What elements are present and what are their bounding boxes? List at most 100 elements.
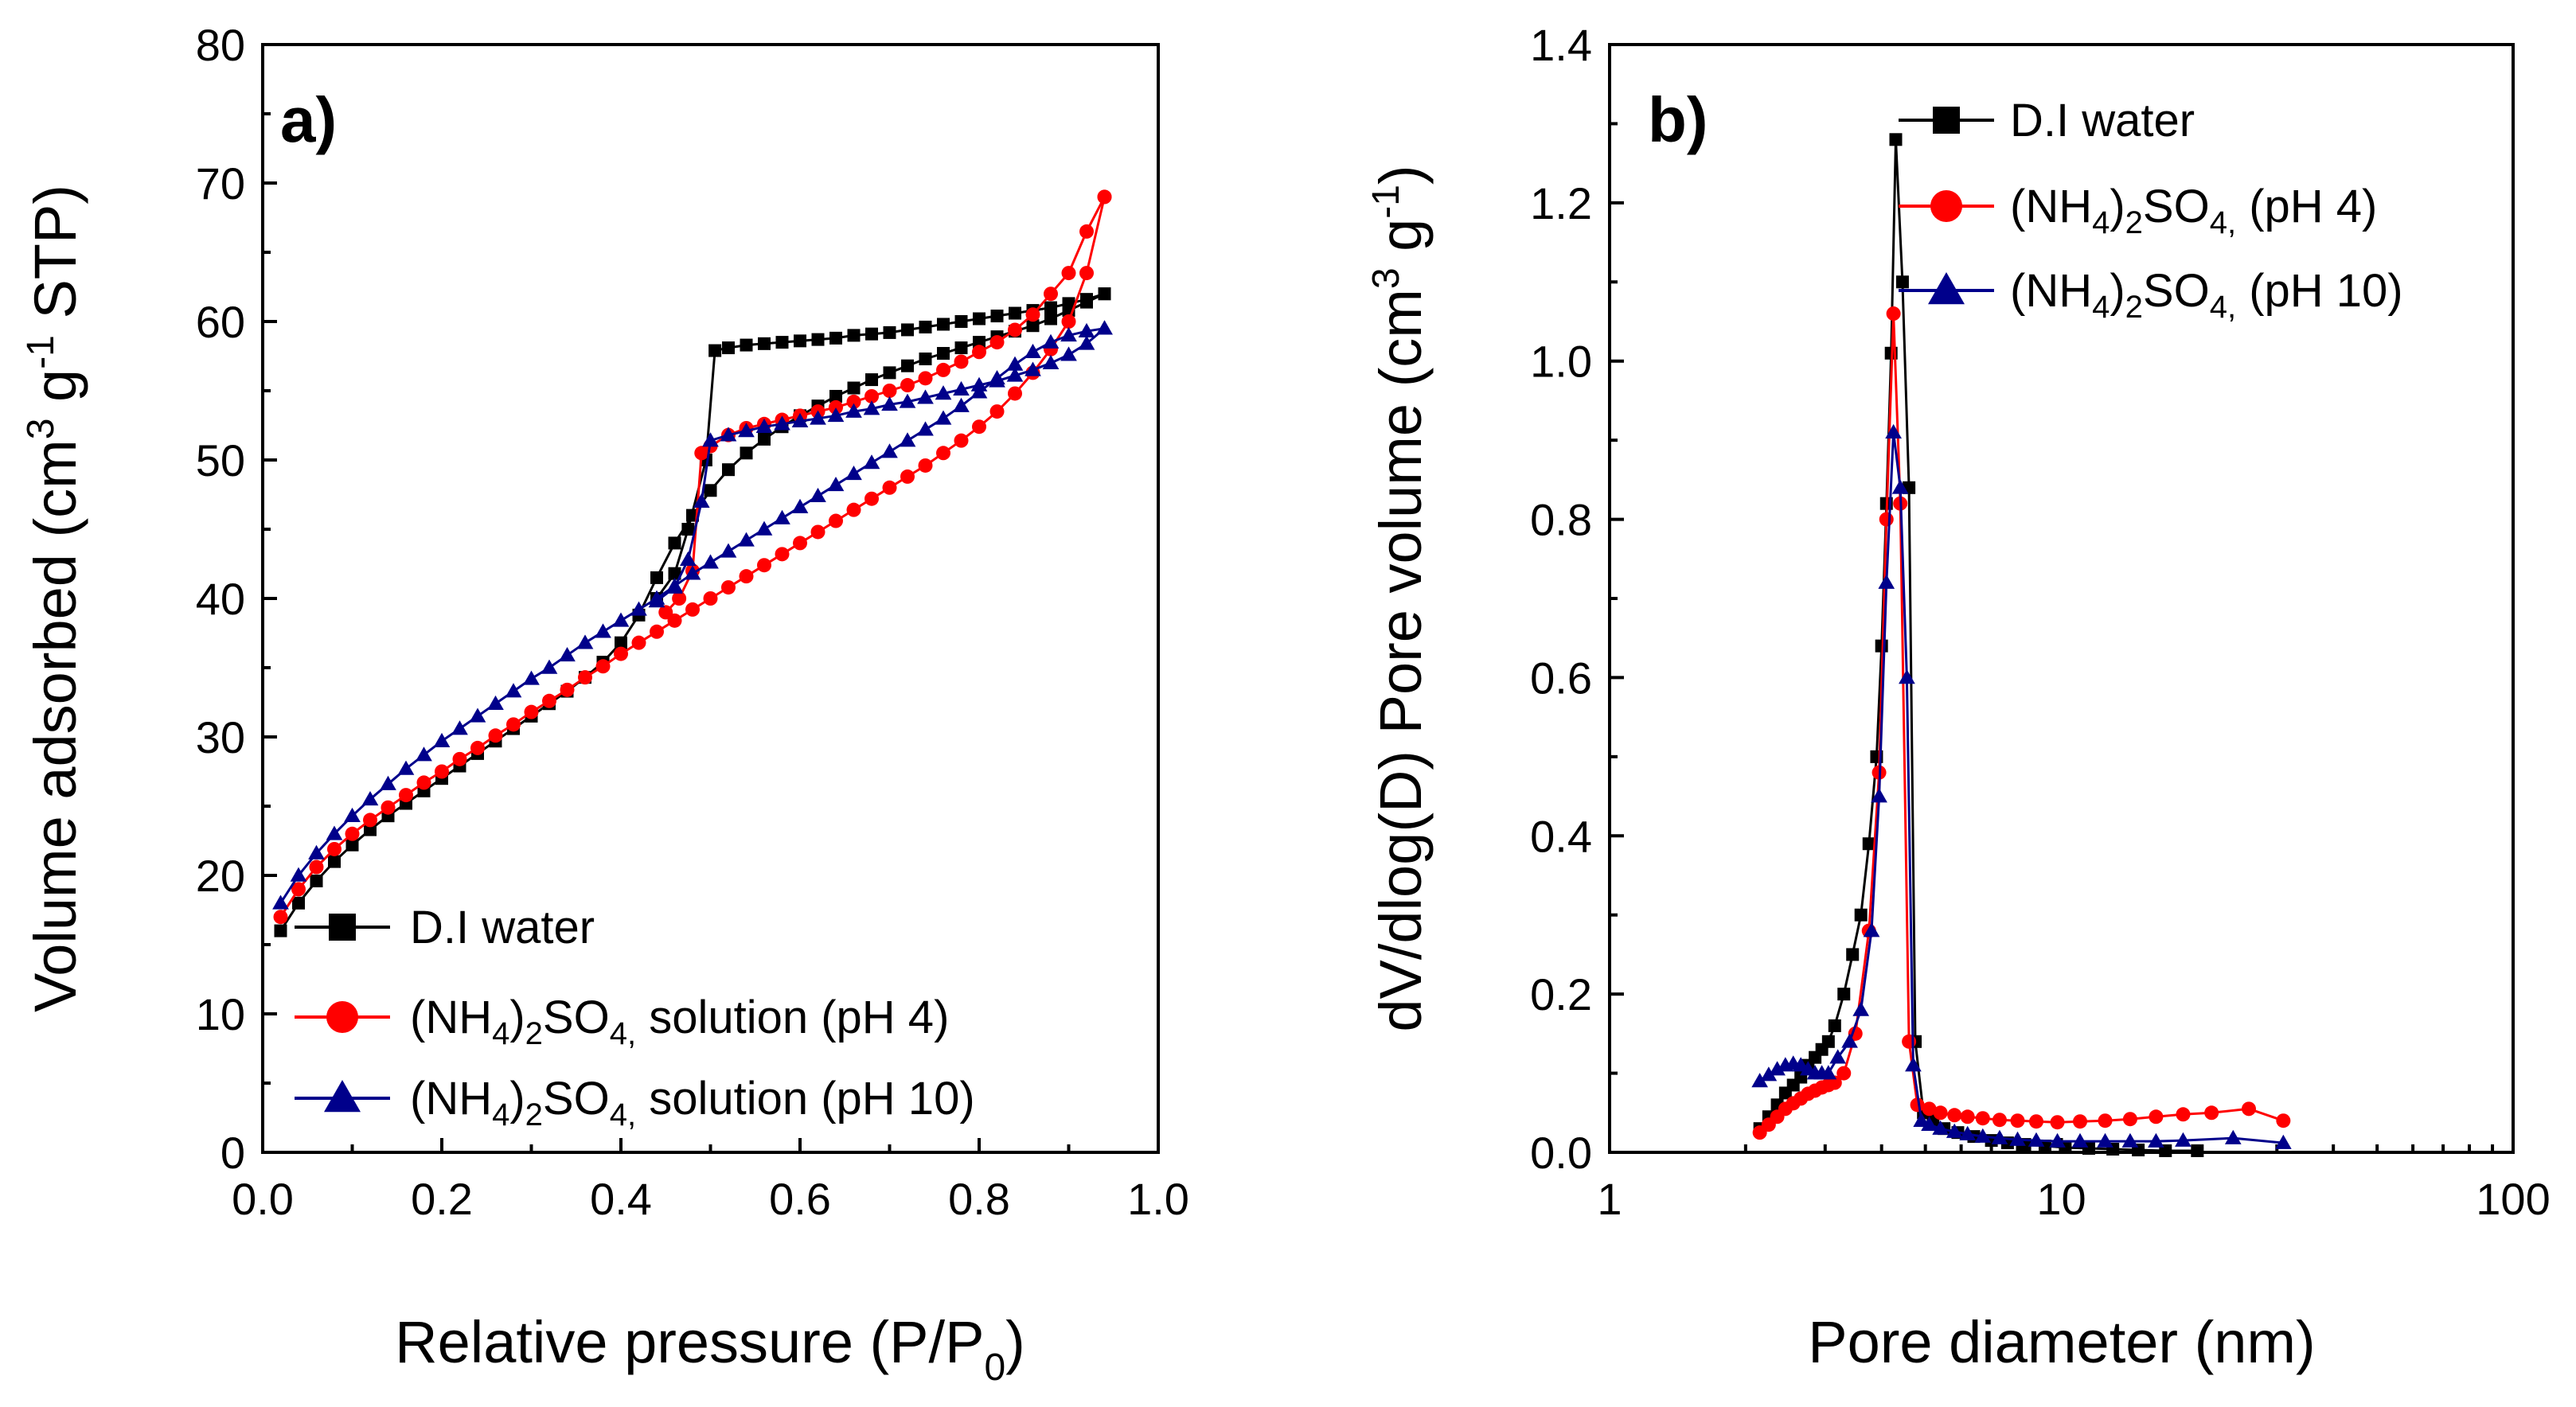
data-point [272, 894, 289, 910]
data-point [1062, 297, 1075, 310]
data-point [972, 345, 986, 360]
data-point [2176, 1107, 2191, 1122]
data-point [811, 333, 825, 346]
y-tick-label-a: 60 [196, 297, 245, 347]
data-point [380, 775, 396, 790]
data-point [882, 384, 897, 398]
data-point [327, 841, 342, 856]
data-point [680, 551, 697, 567]
data-point [381, 800, 396, 815]
y-tick-label-b: 1.0 [1530, 337, 1592, 387]
data-point [2148, 1132, 2164, 1148]
data-point [829, 399, 843, 415]
panel-label-b: b) [1648, 84, 1708, 155]
y-tick-label-b: 0.4 [1530, 811, 1592, 861]
data-point [1852, 1001, 1870, 1016]
data-point [865, 327, 878, 341]
data-point [469, 707, 486, 723]
data-point [470, 740, 485, 755]
data-point [919, 352, 932, 365]
data-point [2191, 1144, 2204, 1158]
data-point [1080, 293, 1093, 306]
x-tick-label-b: 1 [1597, 1174, 1622, 1224]
data-point [847, 329, 861, 342]
data-point [918, 458, 933, 473]
data-point [1060, 346, 1077, 361]
data-point [990, 310, 1004, 323]
data-point [1009, 306, 1021, 320]
y-tick-label-a: 20 [196, 851, 245, 901]
data-point [917, 421, 934, 436]
data-point [1846, 948, 1860, 961]
data-point [310, 874, 323, 887]
data-point [1863, 922, 1880, 937]
data-point [2028, 1114, 2043, 1129]
data-point [487, 695, 504, 711]
data-point [757, 558, 771, 573]
data-point [578, 670, 592, 685]
data-point [2098, 1113, 2113, 1128]
data-point [919, 320, 932, 333]
data-point [2028, 1132, 2045, 1147]
data-point [935, 385, 952, 400]
data-point [2071, 1132, 2089, 1148]
data-point [1854, 908, 1868, 922]
data-point [721, 580, 736, 595]
data-point [953, 397, 970, 412]
data-point [274, 924, 287, 937]
data-point [1889, 133, 1903, 146]
data-point [1097, 189, 1112, 205]
data-point [774, 509, 790, 524]
data-point [1905, 1057, 1922, 1072]
data-point [1975, 1111, 1990, 1126]
data-point [791, 412, 809, 428]
data-point [576, 634, 594, 649]
data-point [433, 732, 451, 747]
data-point [1820, 1065, 1837, 1080]
data-point [793, 536, 807, 551]
data-point [361, 790, 379, 806]
y-tick-label-b: 0.8 [1530, 495, 1592, 545]
data-point [865, 373, 878, 387]
data-point [1008, 322, 1022, 337]
data-point [794, 334, 806, 348]
data-point [1061, 266, 1076, 281]
y-tick-label-b: 1.4 [1530, 20, 1592, 70]
data-point [722, 341, 735, 355]
data-point [451, 720, 468, 735]
data-point [845, 466, 862, 481]
data-point [1837, 988, 1851, 1001]
data-point [668, 536, 681, 550]
data-point [738, 532, 755, 547]
data-point [810, 524, 825, 540]
data-point [1885, 423, 1902, 438]
x-tick-label-a: 1.0 [1127, 1174, 1189, 1224]
data-point [523, 670, 540, 685]
data-point [559, 646, 576, 662]
ticks-a: 0.0 0.2 0.4 0.6 0.8 1.0 0 10 20 30 40 50 60 70 80 [196, 20, 1189, 1224]
data-point [488, 728, 503, 743]
data-point [292, 896, 305, 910]
data-point [1044, 301, 1057, 314]
data-point [2241, 1101, 2256, 1117]
data-point [973, 312, 986, 325]
data-point [397, 760, 415, 775]
data-point [345, 826, 360, 841]
data-point [1879, 512, 1894, 527]
data-point [829, 331, 842, 345]
data-point [595, 623, 611, 638]
data-point [900, 378, 915, 393]
legend-label-a-1: (NH4)2SO4, solution (pH 4) [410, 992, 949, 1051]
data-point [722, 463, 735, 477]
data-point [937, 347, 950, 361]
legend-label-b-1: (NH4)2SO4, (pH 4) [2010, 181, 2377, 240]
data-point [1025, 361, 1041, 376]
data-point [937, 318, 950, 331]
y-tick-label-a: 80 [196, 20, 245, 70]
series-line [1758, 432, 2284, 1144]
y-tick-label-a: 40 [196, 574, 245, 624]
data-point [399, 788, 413, 803]
data-point [542, 693, 556, 708]
data-point [416, 746, 432, 762]
